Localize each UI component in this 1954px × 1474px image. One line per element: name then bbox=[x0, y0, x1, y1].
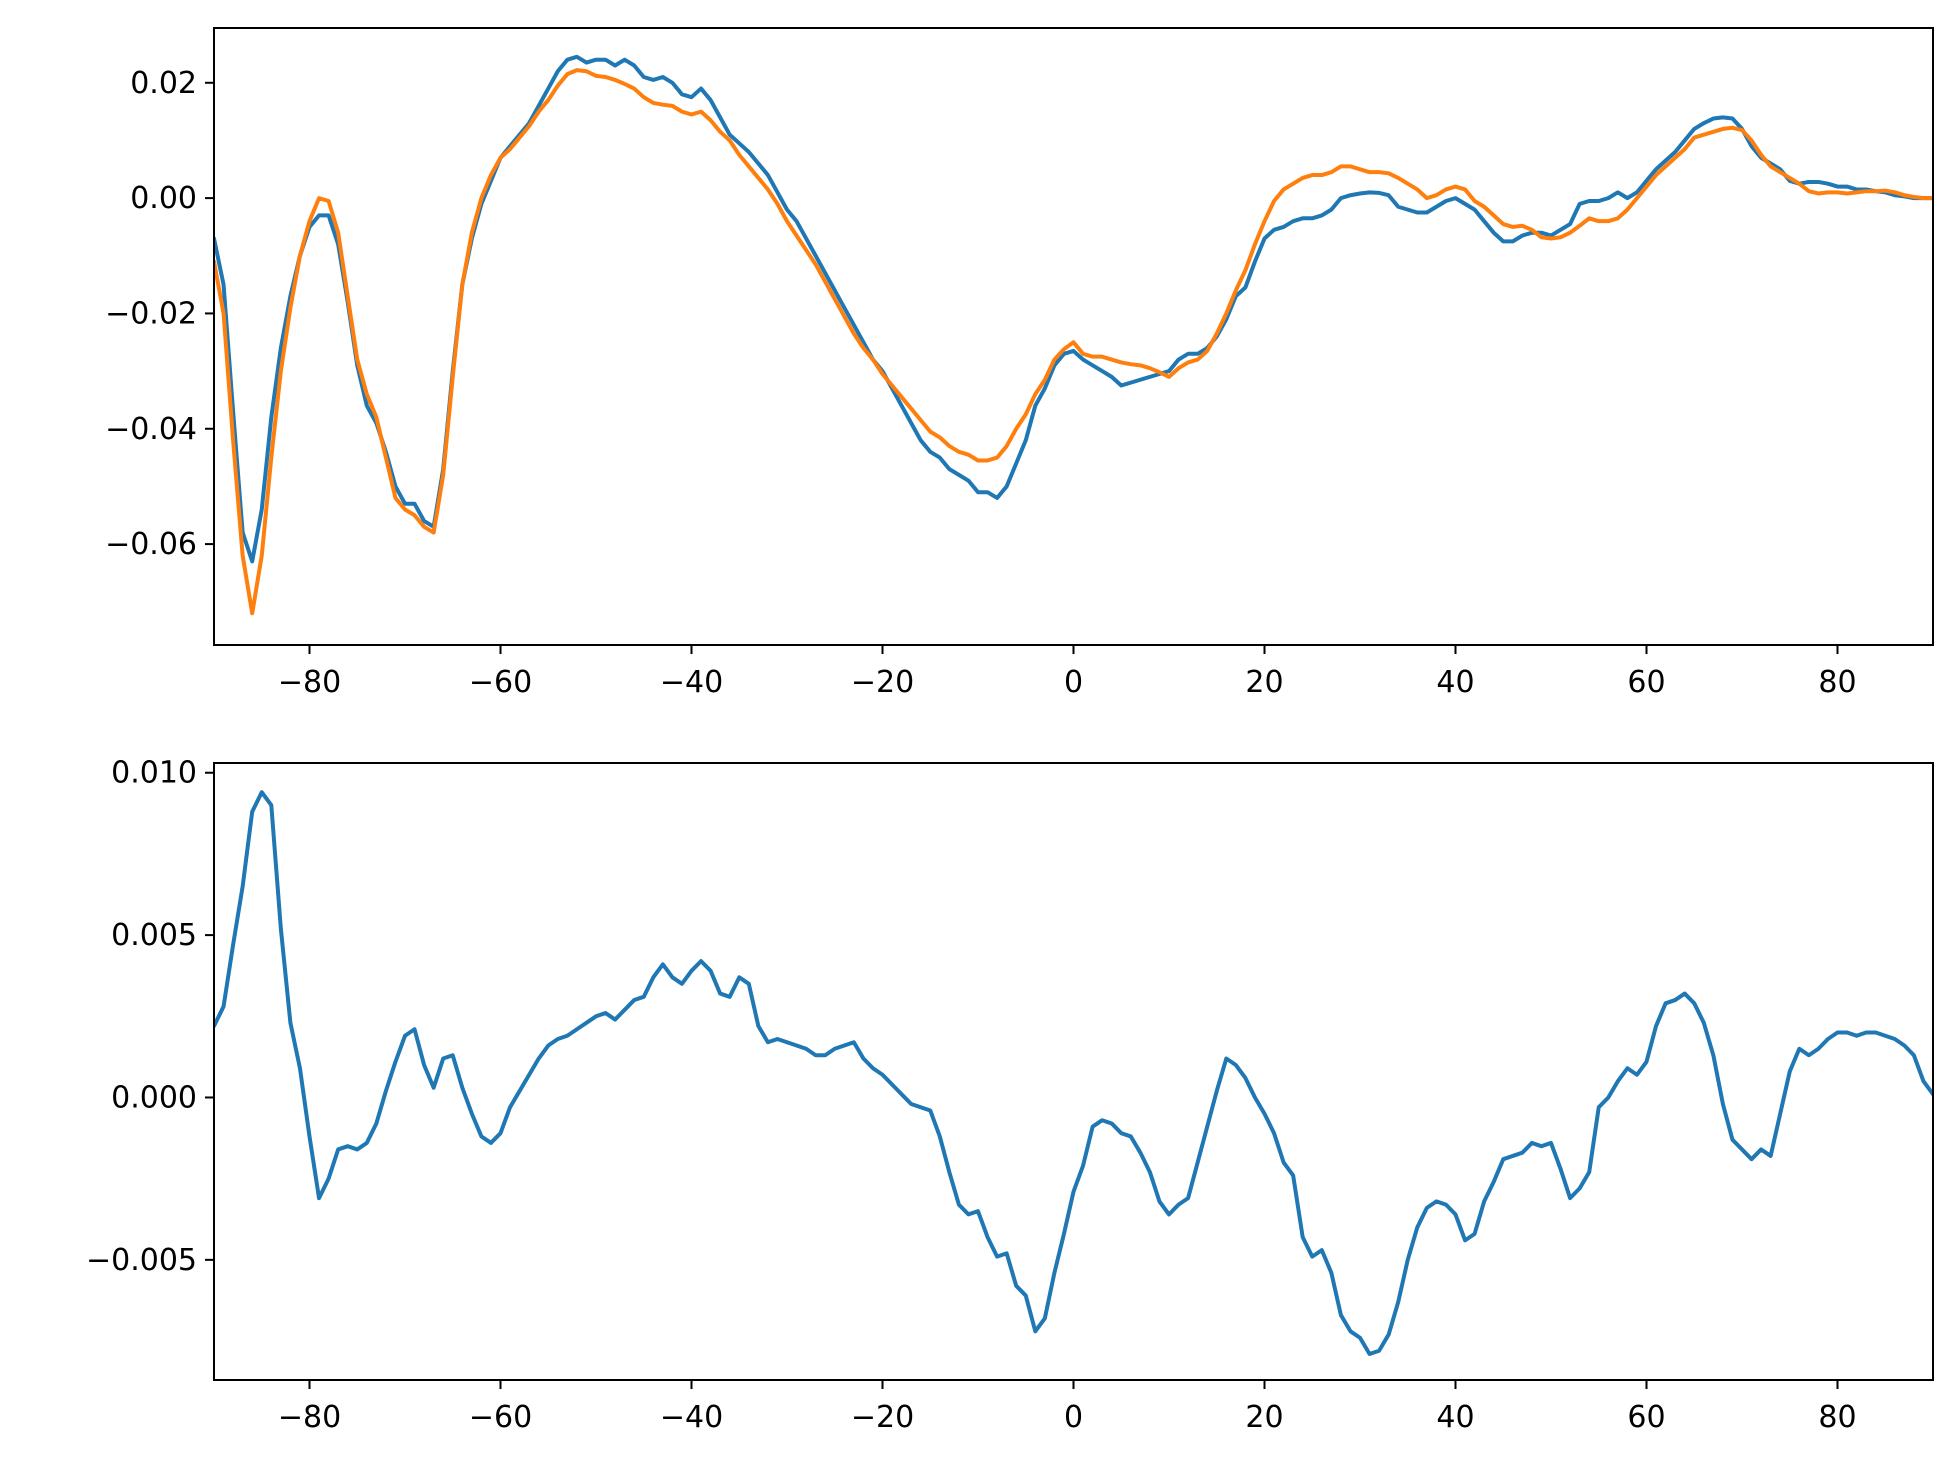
bottom-line-chart: −80 −60 −40 −20 0 20 40 60 80 0.010 0.005 0.000 −0.0… bbox=[86, 756, 1934, 1435]
x-tick-label: 0 bbox=[1064, 665, 1083, 700]
x-tick-label: 20 bbox=[1245, 1400, 1283, 1435]
y-tick-label: 0.00 bbox=[130, 181, 197, 216]
y-tick-label: −0.005 bbox=[86, 1243, 197, 1278]
x-tick-label: −20 bbox=[851, 665, 914, 700]
y-tick-label: 0.005 bbox=[111, 918, 197, 953]
x-tick-label: −60 bbox=[469, 1400, 532, 1435]
y-tick-label: 0.010 bbox=[111, 756, 197, 791]
top-line-chart: −80 −60 −40 −20 0 20 40 60 80 0.02 0.00 −0.02 −0.04 −… bbox=[105, 27, 1934, 700]
y-tick-label: −0.06 bbox=[105, 527, 197, 562]
x-tick-label: 40 bbox=[1436, 665, 1474, 700]
x-tick-label: −60 bbox=[469, 665, 532, 700]
y-tick-label: −0.04 bbox=[105, 412, 197, 447]
x-tick-label: 60 bbox=[1627, 665, 1665, 700]
x-tick-label: 40 bbox=[1436, 1400, 1474, 1435]
x-tick-label: 80 bbox=[1818, 1400, 1856, 1435]
y-tick-label: 0.000 bbox=[111, 1080, 197, 1115]
y-tick-label: 0.02 bbox=[130, 66, 197, 101]
x-tick-label: 60 bbox=[1627, 1400, 1665, 1435]
x-tick-label: −80 bbox=[278, 665, 341, 700]
x-tick-label: −40 bbox=[660, 1400, 723, 1435]
x-tick-label: 80 bbox=[1818, 665, 1856, 700]
y-tick-label: −0.02 bbox=[105, 296, 197, 331]
x-tick-label: 0 bbox=[1064, 1400, 1083, 1435]
x-tick-label: −20 bbox=[851, 1400, 914, 1435]
series-group bbox=[214, 54, 1933, 616]
x-tick-label: −40 bbox=[660, 665, 723, 700]
series-group bbox=[214, 790, 1933, 1357]
series-line-1 bbox=[214, 790, 1933, 1357]
x-tick-label: 20 bbox=[1245, 665, 1283, 700]
series-line-2 bbox=[214, 68, 1933, 616]
x-tick-label: −80 bbox=[278, 1400, 341, 1435]
